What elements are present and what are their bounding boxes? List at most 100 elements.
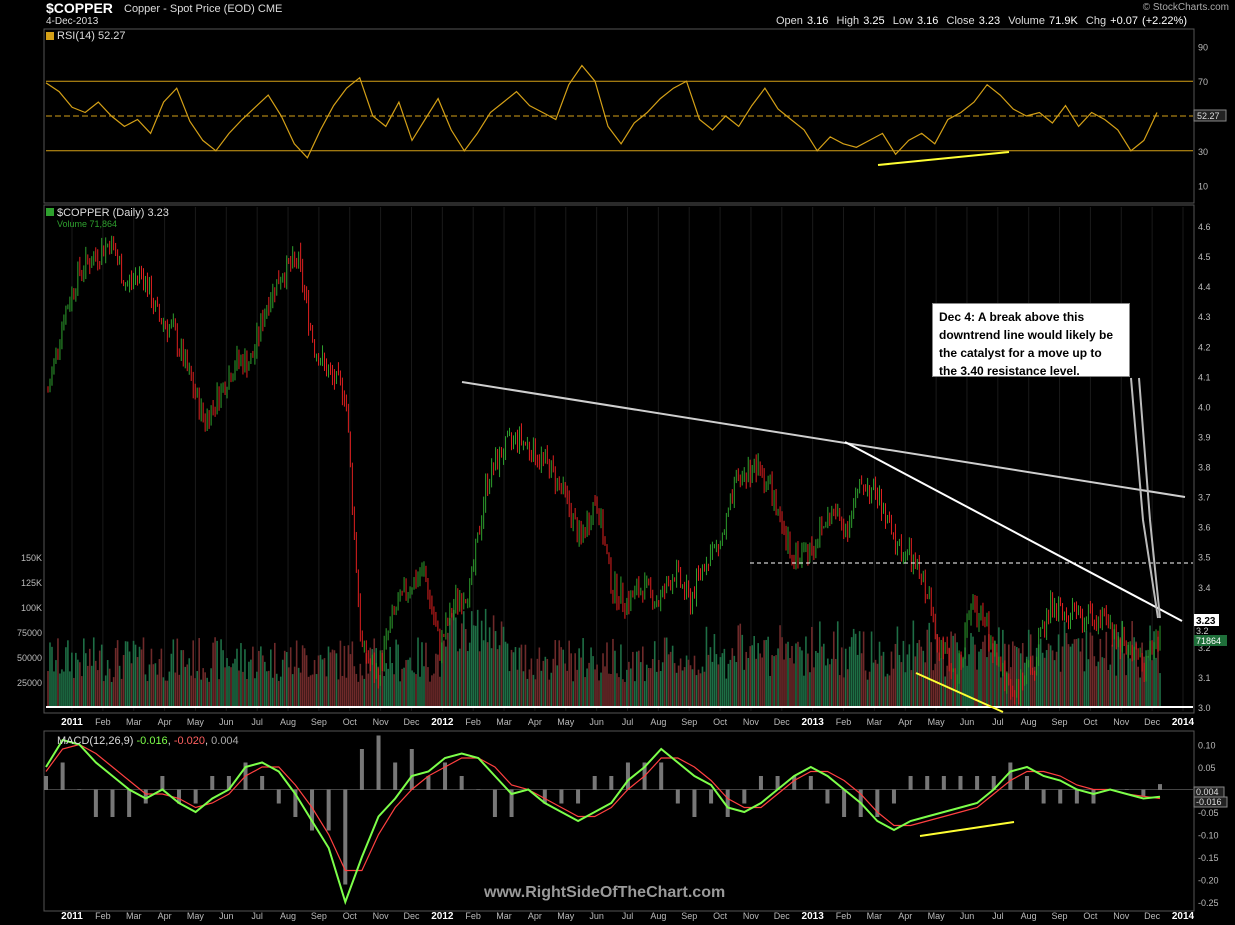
volume-bar: [769, 675, 771, 707]
macd-histogram-bar: [941, 776, 946, 790]
volume-bar: [198, 638, 200, 707]
macd-histogram-bar: [226, 776, 231, 790]
volume-bar: [912, 620, 915, 707]
volume-bar: [385, 663, 387, 707]
price-y-tick-label: 4.1: [1198, 372, 1211, 382]
volume-bar: [721, 653, 724, 707]
volume-bar: [846, 669, 849, 707]
volume-bar: [1155, 657, 1157, 707]
price-x-tick-label: Nov: [373, 717, 390, 727]
volume-bar: [496, 649, 499, 707]
price-x-tick-label: May: [187, 717, 205, 727]
macd-tag2: -0.016: [1196, 797, 1222, 807]
volume-bar: [106, 660, 109, 707]
volume-bar: [230, 667, 232, 707]
volume-bar: [210, 668, 212, 707]
volume-bar: [250, 659, 252, 707]
price-panel-frame: [43, 204, 1195, 714]
price-x-tick-label: Jul: [992, 717, 1004, 727]
volume-bar: [455, 617, 457, 707]
volume-bar: [222, 650, 224, 707]
volume-bar: [174, 672, 177, 707]
price-x-tick-label: Aug: [280, 717, 296, 727]
volume-bar: [737, 625, 740, 707]
volume-bar: [1027, 629, 1030, 707]
volume-bar: [480, 620, 483, 707]
volume-bar: [1000, 677, 1002, 707]
symbol-description: Copper - Spot Price (EOD) CME: [124, 3, 283, 15]
volume-bar: [1157, 636, 1159, 707]
volume-bar: [596, 664, 598, 707]
volume-bar: [246, 678, 248, 707]
volume-bar: [532, 674, 535, 707]
volume-bar: [1105, 631, 1108, 707]
volume-bar: [538, 647, 541, 707]
volume-bar: [741, 634, 744, 707]
volume-bar: [162, 677, 165, 707]
volume-bar: [763, 640, 765, 707]
volume-bar: [1035, 647, 1038, 707]
macd-histogram-bar: [1091, 789, 1096, 804]
volume-bar: [556, 665, 559, 707]
macd-histogram-bar: [1141, 789, 1146, 797]
volume-bar: [560, 647, 563, 707]
volume-bar: [367, 673, 370, 707]
macd-x-tick-label: Apr: [158, 911, 172, 921]
volume-bar: [399, 681, 401, 707]
volume-bar: [419, 676, 421, 707]
price-x-tick-label: Aug: [1021, 717, 1037, 727]
chart-header: $COPPER Copper - Spot Price (EOD) CME 4-…: [0, 0, 1235, 28]
rsi-value-tag: 52.27: [1197, 111, 1220, 121]
volume-bar: [823, 643, 825, 707]
high-value: 3.25: [863, 15, 885, 27]
volume-bar: [273, 642, 276, 707]
volume-bar: [707, 654, 710, 707]
volume-bar: [890, 651, 893, 707]
volume-bar: [795, 643, 797, 707]
macd-histogram-bar: [1058, 789, 1063, 804]
volume-bar: [836, 621, 839, 707]
price-y-tick-label: 4.6: [1198, 222, 1211, 232]
volume-bar: [1071, 643, 1074, 707]
volume-bar: [431, 675, 433, 707]
volume-bar: [669, 651, 672, 707]
macd-histogram-bar: [459, 776, 464, 790]
volume-bar: [618, 677, 620, 707]
volume-bar: [602, 653, 604, 707]
volume-bar: [880, 655, 883, 707]
volume-bar: [1087, 659, 1090, 707]
volume-bar: [548, 679, 551, 707]
macd-divergence-line: [919, 821, 1015, 837]
macd-x-tick-label: Oct: [1083, 911, 1098, 921]
volume-bar: [817, 652, 819, 707]
volume-bar: [832, 631, 835, 707]
volume-bar: [616, 673, 618, 707]
volume-bar: [403, 667, 405, 707]
volume-bar: [57, 638, 59, 707]
volume-bar: [242, 671, 244, 707]
volume-bar: [200, 679, 202, 707]
volume-bar: [216, 640, 218, 707]
volume-bar: [470, 611, 473, 707]
volume-bar: [1119, 639, 1122, 707]
volume-y-tick-label: 150K: [21, 553, 42, 563]
volume-bar: [514, 647, 517, 707]
volume-bar: [715, 654, 718, 707]
macd-histogram-bar: [77, 789, 82, 790]
volume-bar: [365, 653, 368, 707]
volume-bar: [1037, 644, 1040, 707]
macd-y-tick-label: 0.05: [1198, 763, 1216, 773]
volume-bar: [146, 681, 149, 707]
macd-y-tick-label: -0.10: [1198, 831, 1219, 841]
volume-bar: [407, 659, 409, 707]
volume-bar: [930, 642, 933, 707]
macd-histogram-bar: [692, 789, 697, 817]
volume-bar: [421, 642, 423, 707]
volume-bar: [1101, 657, 1104, 707]
macd-histogram-bar: [758, 776, 763, 790]
volume-bar: [976, 669, 978, 707]
macd-histogram-bar: [193, 789, 198, 804]
volume-bar: [55, 660, 57, 707]
price-y-tick-label: 4.5: [1198, 252, 1211, 262]
macd-x-tick-label: Nov: [743, 911, 760, 921]
